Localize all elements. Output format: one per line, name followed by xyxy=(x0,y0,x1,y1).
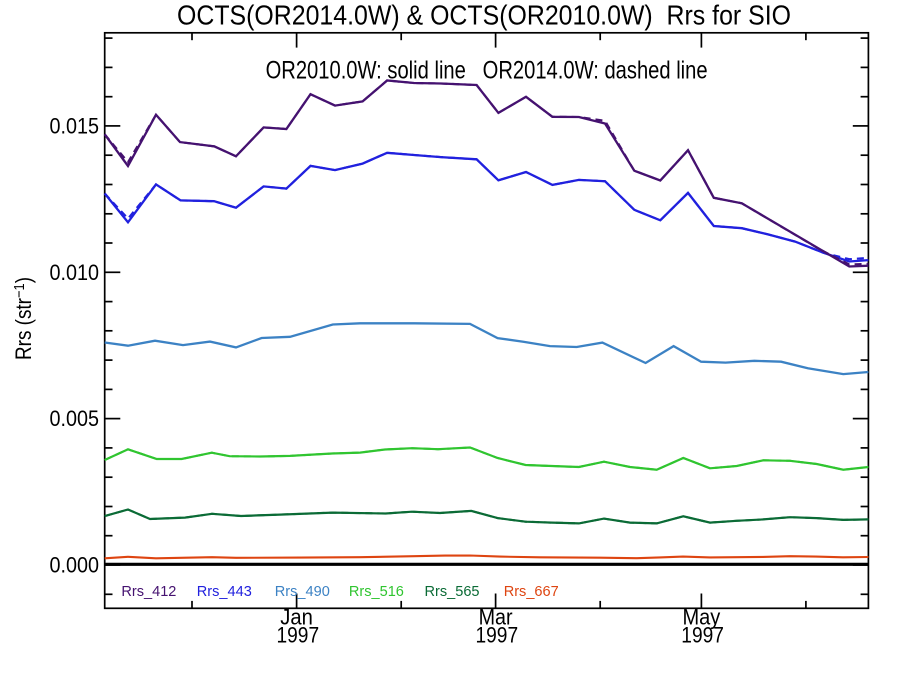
svg-text:0.015: 0.015 xyxy=(50,114,100,139)
svg-text:May: May xyxy=(683,604,721,629)
svg-text:Rrs_667: Rrs_667 xyxy=(504,583,559,600)
svg-text:0.005: 0.005 xyxy=(50,406,100,431)
svg-text:0.000: 0.000 xyxy=(50,553,100,578)
svg-text:1997: 1997 xyxy=(476,622,519,647)
svg-text:OCTS(OR2014.0W) & OCTS(OR2010.: OCTS(OR2014.0W) & OCTS(OR2010.0W) Rrs fo… xyxy=(177,0,791,30)
svg-text:Jan: Jan xyxy=(280,604,313,629)
svg-text:1997: 1997 xyxy=(277,622,320,647)
svg-text:1997: 1997 xyxy=(681,622,724,647)
svg-text:Mar: Mar xyxy=(479,604,513,629)
svg-text:Rrs_565: Rrs_565 xyxy=(425,583,480,600)
svg-text:Rrs_490: Rrs_490 xyxy=(275,583,330,600)
svg-text:OR2010.0W: solid line OR2014: OR2010.0W: solid line OR2014.0W: dashed … xyxy=(266,56,708,84)
svg-text:Rrs (str−1): Rrs (str−1) xyxy=(11,277,36,360)
svg-text:0.010: 0.010 xyxy=(50,260,100,285)
svg-text:Rrs_443: Rrs_443 xyxy=(197,583,252,600)
svg-text:Rrs_516: Rrs_516 xyxy=(349,583,404,600)
svg-text:Rrs_412: Rrs_412 xyxy=(121,583,176,600)
